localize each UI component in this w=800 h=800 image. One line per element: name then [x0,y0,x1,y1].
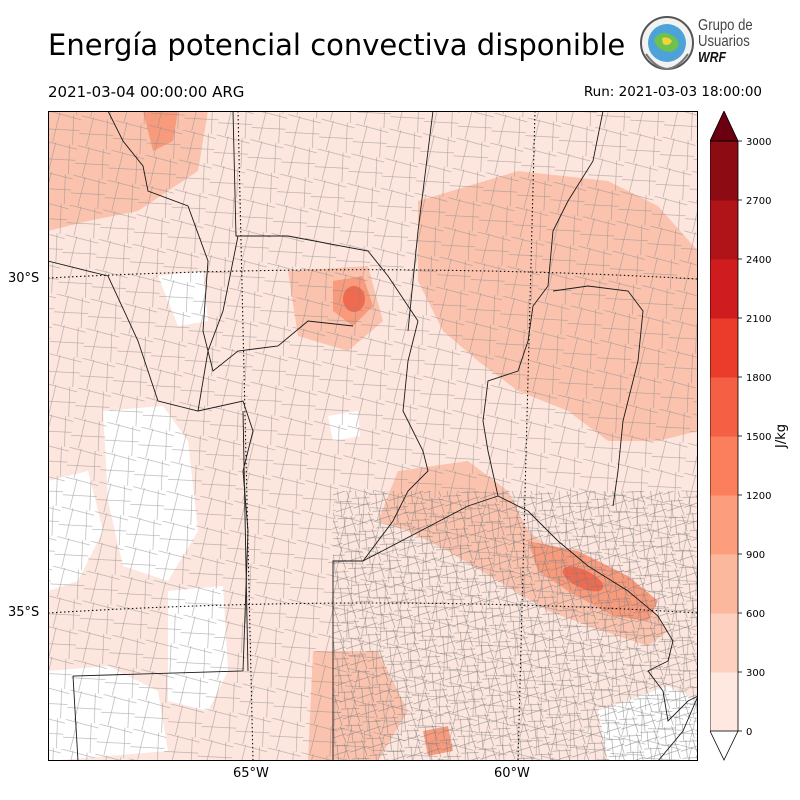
colorbar-tick-label: 2100 [746,314,771,325]
colorbar-tick-label: 300 [746,668,765,679]
colorbar-bin [710,554,738,614]
colorbar-bin [710,672,738,732]
map-title: Energía potencial convectiva disponible [48,28,626,62]
colorbar-tick-label: 2400 [746,255,771,266]
colorbar-tick-label: 900 [746,550,765,561]
colorbar-tick-label: 3000 [746,137,771,148]
colorbar-ticks: 0 300 600 900 1200 1500 1800 2100 2400 2700 3000 [738,137,771,738]
colorbar-extend-min [710,730,739,761]
colorbar-bin [710,318,738,378]
colorbar-bin [710,259,738,319]
colorbar-tick-label: 2700 [746,196,771,207]
colorbar-unit: J/kg [774,424,789,449]
globe-icon [640,16,694,71]
colorbar-tick-label: 1500 [746,432,771,443]
lat-label-35s: 35°S [8,605,40,620]
logo-line-3: WRF [698,49,727,66]
logo-line-2: Usuarios [698,33,750,50]
run-time: Run: 2021-03-03 18:00:00 [583,84,762,100]
colorbar-tick-label: 1200 [746,491,771,502]
valid-time: 2021-03-04 00:00:00 ARG [48,83,245,101]
district-borders-pampa [333,491,698,761]
logo-line-1: Grupo de [698,17,753,34]
colorbar-tick-label: 1800 [746,373,771,384]
colorbar-bin [710,141,738,201]
lon-label-60w: 60°W [494,766,530,781]
colorbar-bin [710,377,738,437]
province-borders [48,111,698,761]
colorbar-bin [710,613,738,673]
lat-label-30s: 30°S [8,271,40,286]
colorbar-extend-max [710,111,739,142]
colorbar-bins [710,111,739,761]
map-frame [48,111,698,761]
grupo-usuarios-wrf-logo: Grupo de Usuarios WRF [638,14,773,74]
lon-label-65w: 65°W [233,766,269,781]
colorbar-tick-label: 600 [746,609,765,620]
colorbar-bin [710,436,738,496]
colorbar-tick-label: 0 [746,727,752,738]
graticule [48,111,698,761]
colorbar: 0 300 600 900 1200 1500 1800 2100 2400 2700 3000 J… [710,111,789,761]
colorbar-bin [710,495,738,555]
colorbar-bin [710,200,738,260]
logo-text: Grupo de Usuarios WRF [698,18,753,66]
cape-map [48,111,698,761]
